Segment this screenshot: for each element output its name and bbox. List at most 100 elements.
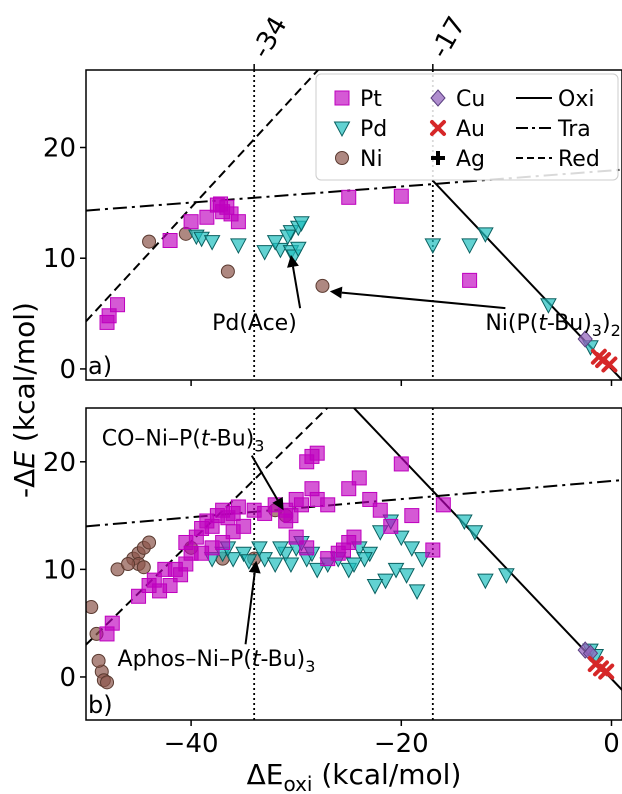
legend-marker-pd: [333, 121, 351, 138]
point-pt: [283, 508, 299, 524]
point-pt: [435, 497, 451, 513]
point-pd: [266, 557, 284, 574]
annotation-part: 3: [254, 437, 264, 456]
point-pd: [408, 584, 426, 600]
point-ni: [315, 278, 330, 293]
panel-a: Pd(Ace) Ni(P(t-Bu)3)2 0 10 20 a): [43, 69, 622, 385]
top-tick-group: -34 -17: [246, 12, 472, 70]
point-pd: [251, 541, 268, 557]
annotation-part: t: [201, 427, 211, 452]
point-au: [601, 356, 618, 373]
annotation-part: t: [252, 647, 262, 672]
point-pt: [183, 214, 199, 230]
point-pd: [466, 525, 484, 541]
legend-label-pd: Pd: [360, 117, 387, 142]
point-pt: [215, 534, 231, 550]
point-pd: [224, 552, 242, 568]
panel-a-annotations: Pd(Ace) Ni(P(t-Bu)3)2: [212, 254, 621, 340]
annotation-arrow-head: [272, 496, 284, 511]
point-pt: [110, 297, 126, 313]
point-ni: [100, 675, 115, 690]
point-pt: [309, 491, 325, 507]
point-pt: [288, 529, 304, 545]
annotation-text: Ni(P(t-Bu)3)2: [485, 311, 620, 340]
x-axis-label-sub: oxi: [283, 772, 312, 794]
panel-a-label: a): [88, 352, 112, 380]
panel-b-frame: [85, 407, 622, 721]
point-pd: [477, 227, 494, 243]
x-axis-label: ΔEoxi (kcal/mol): [247, 758, 462, 794]
x-axis-label-main: ΔE: [247, 758, 284, 791]
line-oxi: [353, 408, 622, 691]
annotation-arrow-shaft: [250, 455, 279, 501]
point-pd: [230, 238, 247, 254]
top-tick-label: -34: [246, 12, 293, 64]
y-axis-label-unit: (kcal/mol): [8, 302, 41, 451]
legend-marker-ni: [335, 151, 349, 165]
x-tick-label: −20: [374, 729, 429, 759]
annotation-arrow-shaft: [291, 266, 302, 309]
point-cu: [577, 330, 593, 348]
legend-marker-cu: [430, 89, 446, 107]
point-ni: [91, 653, 106, 668]
point-pd: [392, 530, 410, 547]
panel-a-points: [99, 188, 618, 373]
point-pd: [387, 562, 405, 579]
y-tick-label: 0: [59, 355, 76, 385]
point-pd: [289, 241, 307, 258]
point-pt: [393, 188, 409, 204]
point-pd: [403, 541, 421, 557]
annotation-part: 2: [611, 321, 621, 340]
annotation-arrow-shaft: [341, 291, 506, 310]
point-pd: [345, 557, 363, 574]
point-pd: [540, 298, 557, 314]
point-pt: [104, 615, 120, 631]
point-ni: [86, 600, 99, 615]
annotation-part: -Bu): [260, 647, 305, 672]
point-pt: [393, 456, 409, 472]
legend-label-pt: Pt: [360, 87, 382, 112]
point-ni: [220, 264, 235, 279]
panel-a-y-ticks: 0 10 20: [43, 134, 86, 385]
point-pd: [256, 245, 274, 261]
point-pd: [279, 229, 297, 246]
y-tick-label: 10: [43, 244, 76, 274]
point-pt: [404, 508, 420, 524]
legend-label-au: Au: [456, 117, 485, 142]
point-pt: [341, 189, 357, 205]
panel-b-y-ticks: 0 10 20: [43, 448, 86, 693]
x-tick-label: 0: [603, 729, 620, 759]
y-tick-label: 0: [59, 663, 76, 693]
annotation-part: -Bu): [547, 311, 592, 336]
x-tick-label: −40: [164, 729, 219, 759]
point-pt: [146, 572, 162, 588]
point-pd: [424, 238, 442, 254]
annotation-part: Ni(P(: [485, 311, 538, 336]
annotation-part: Aphos–Ni–P(: [118, 647, 252, 672]
point-pt: [230, 499, 246, 515]
point-pd: [266, 235, 284, 251]
point-pt: [101, 308, 117, 324]
annotation-text: CO–Ni–P(t-Bu)3: [102, 427, 265, 456]
legend-label-tra: Tra: [557, 117, 591, 142]
annotation-part: ): [602, 311, 611, 336]
annotation-part: 3: [592, 321, 602, 340]
point-pt: [335, 542, 351, 558]
point-pt: [383, 518, 399, 534]
point-au: [598, 663, 615, 680]
x-axis-label-unit: (kcal/mol): [312, 758, 461, 791]
line-tra: [86, 479, 622, 528]
legend-marker-pt: [334, 90, 350, 106]
point-pd: [240, 554, 258, 570]
legend-marker-au: [430, 120, 446, 136]
panel-a-frame: [85, 69, 622, 381]
y-axis-label-italic: E: [8, 451, 41, 469]
point-pd: [272, 541, 289, 557]
point-pd: [477, 573, 494, 590]
point-pd: [235, 546, 252, 563]
point-pd: [282, 557, 300, 574]
legend-label-oxi: Oxi: [558, 87, 594, 112]
legend-label-red: Red: [558, 147, 600, 172]
